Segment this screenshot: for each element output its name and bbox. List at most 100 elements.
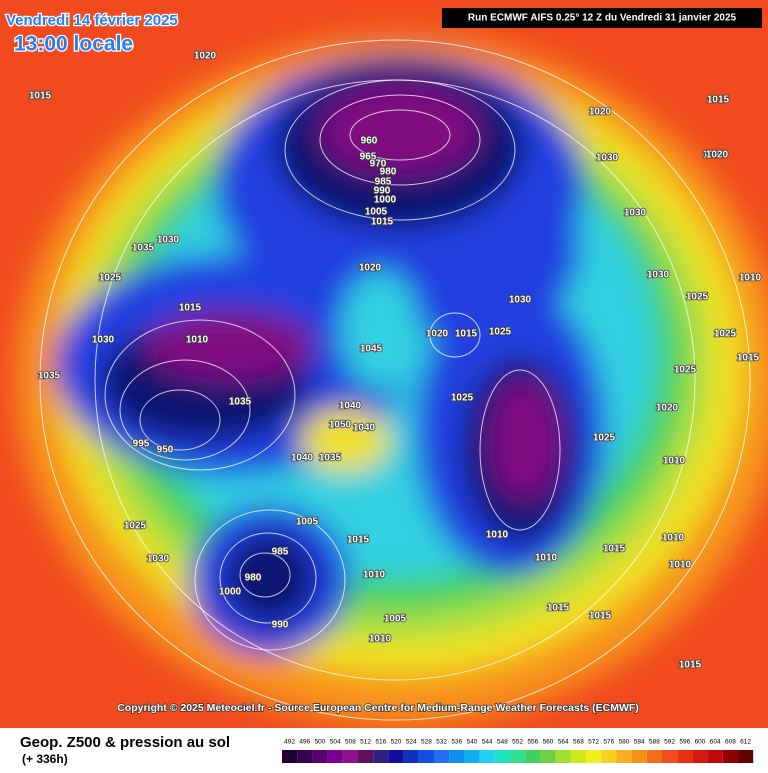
isobar-label: 1030 [647,270,670,281]
isobar-label: 1015 [589,611,612,622]
scale-label: 584 [634,739,645,746]
run-info: Run ECMWF AIFS 0.25° 12 Z du Vendredi 31… [468,13,737,24]
isobar-label: 1030 [509,295,532,306]
color-scale: 492 496 500 504 508 512 516 520 524 528 532 536 540 5… [282,739,754,763]
isobar-label: 1010 [363,570,386,581]
isobar-label: 1020 [589,107,612,118]
isobar-label: 1010 [662,533,685,544]
scale-label: 524 [406,739,417,746]
isobar-label: 1015 [371,217,394,228]
scale-label: 512 [360,739,371,746]
isobar-label: 980 [380,167,397,178]
scale-swatch [738,750,754,763]
isobar-label: 1025 [124,521,147,532]
scale-swatch [494,750,510,763]
isobar-label: 1050 [329,420,352,431]
isobar-label: 960 [361,136,378,147]
scale-label: 516 [375,739,386,746]
isobar-label: 1010 [669,560,692,571]
scale-swatch [677,750,693,763]
scale-label: 588 [649,739,660,746]
scale-swatch [373,750,389,763]
isobar-label: 1030 [596,153,619,164]
isobar-label: 1030 [92,335,115,346]
isobar-label: 1040 [291,453,314,464]
isobar-label: 1025 [99,273,122,284]
isobar-label: 950 [157,445,174,456]
isobar-label: 1010 [739,273,762,284]
isobar-label: 1025 [489,327,512,338]
scale-label: 600 [695,739,706,746]
isobar-label: 1035 [229,397,252,408]
scale-label: 580 [619,739,630,746]
isobar-label: 1015 [707,95,730,106]
isobar-label: 1010 [663,456,686,467]
isobar-label: 1045 [360,344,383,355]
scale-label: 492 [284,739,295,746]
isobar-label: 1020 [426,329,449,340]
scale-label: 520 [391,739,402,746]
isobar-label: 1005 [365,207,388,218]
scale-swatch [601,750,617,763]
isobar-label: 1040 [353,423,376,434]
scale-swatch [282,750,298,763]
isobar-label: 1035 [38,371,61,382]
scale-swatch [342,750,358,763]
isobar-labels: 1020101596096597098098599010001005101510… [28,50,762,672]
isobar-label: 1035 [319,453,342,464]
isobar-label: 990 [374,186,391,197]
isobar-label: 1015 [29,91,52,102]
isobar-label: 1020 [359,263,382,274]
local-time: 13:00 locale [14,33,133,56]
isobar-label: 1015 [603,544,626,555]
copyright: Copyright © 2025 Meteociel.fr - Source E… [117,702,639,714]
scale-swatch [403,750,419,763]
isobar-label: 1025 [593,433,616,444]
scale-swatch [570,750,586,763]
scale-swatch [297,750,313,763]
isobar-label: 1015 [679,660,702,671]
isobar-label: 990 [272,620,289,631]
scale-label: 552 [512,739,523,746]
scale-label: 564 [558,739,569,746]
scale-swatch [434,750,450,763]
isobar-label: 1020 [656,403,679,414]
isobar-label: 1010 [486,530,509,541]
isobar-label: 1015 [347,535,370,546]
scale-label: 528 [421,739,432,746]
scale-label: 556 [527,739,538,746]
scale-label: 548 [497,739,508,746]
scale-swatch [464,750,480,763]
scale-label: 496 [299,739,310,746]
scale-label: 532 [436,739,447,746]
isobar-label: 1015 [737,353,760,364]
isobar-label: 985 [375,177,392,188]
scale-swatch [418,750,434,763]
isobar-label: 1040 [339,401,362,412]
isobar-label: 1015 [179,303,202,314]
scale-swatch [449,750,465,763]
scale-swatch [510,750,526,763]
scale-swatch [358,750,374,763]
scale-swatch [662,750,678,763]
isobar-label: 980 [245,573,262,584]
isobar-label: 1020 [703,150,726,161]
isobar-label: 970 [370,159,387,170]
isobar-label: 1015 [547,603,570,614]
scale-label: 568 [573,739,584,746]
scale-swatch [586,750,602,763]
scale-swatch [722,750,738,763]
lead-time: (+ 336h) [22,752,68,766]
isobar-label: 995 [133,439,150,450]
run-box [442,8,762,28]
scale-label: 592 [664,739,675,746]
isobar-label: 1035 [132,243,155,254]
scale-swatch [707,750,723,763]
isobar-label: 1010 [186,335,209,346]
scale-swatch [327,750,343,763]
isobar-label: 1005 [296,517,319,528]
isobar-label: 1030 [624,208,647,219]
scale-swatch [646,750,662,763]
isobar-label: 1000 [219,587,242,598]
